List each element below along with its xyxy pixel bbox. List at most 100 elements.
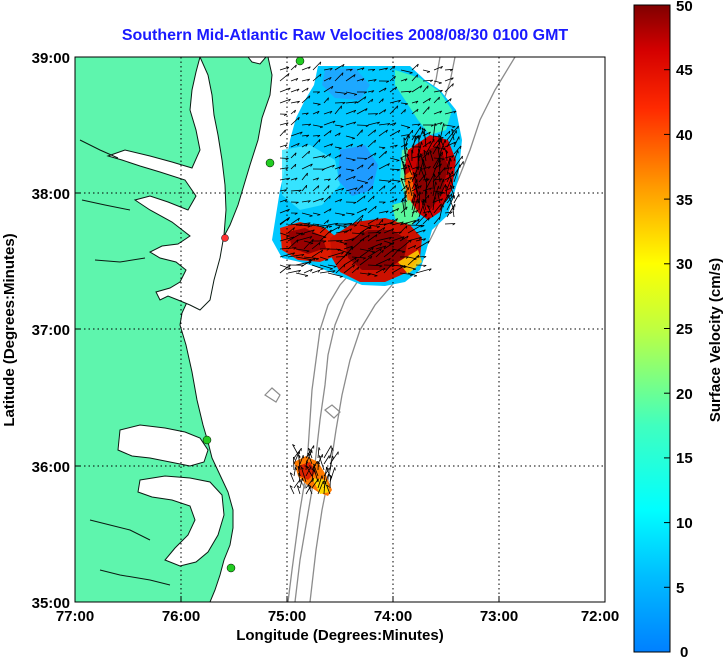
current-vector <box>327 226 341 234</box>
current-vector-head <box>404 78 408 82</box>
current-vector-head <box>417 218 420 222</box>
current-vector <box>453 145 462 155</box>
current-vector <box>287 227 295 234</box>
current-vector <box>301 222 311 225</box>
current-vector-head <box>326 484 329 488</box>
current-vector-head <box>310 163 313 167</box>
current-vector-head <box>286 235 290 237</box>
current-vector-head <box>391 221 394 225</box>
current-vector <box>303 240 314 244</box>
current-vector <box>367 162 374 170</box>
current-vector <box>313 466 319 483</box>
current-vector-head <box>319 73 322 77</box>
current-vector-head <box>437 192 440 195</box>
current-vector <box>295 248 310 252</box>
current-vector-head <box>306 87 309 91</box>
current-vector <box>411 63 419 71</box>
current-vector-head <box>416 198 419 202</box>
current-vector-head <box>378 232 382 235</box>
current-vector-head <box>288 264 291 268</box>
current-vector <box>417 153 420 169</box>
current-vector <box>301 143 308 148</box>
current-vector-head <box>310 242 314 245</box>
current-vector-head <box>323 240 327 243</box>
current-vector-head <box>309 215 313 217</box>
current-vector-head <box>417 254 420 259</box>
current-vector <box>312 223 320 226</box>
current-vector-head <box>317 91 320 94</box>
current-vector-head <box>296 88 300 92</box>
current-vector-head <box>298 454 301 458</box>
current-vector-head <box>301 254 305 257</box>
current-vector-head <box>330 143 334 147</box>
current-vector-head <box>430 124 434 127</box>
current-vector-head <box>307 78 310 82</box>
current-vector <box>323 455 330 465</box>
current-vector-head <box>350 169 355 172</box>
current-vector-head <box>428 131 431 135</box>
current-vector <box>367 129 376 137</box>
current-vector-head <box>328 225 332 228</box>
current-vector-head <box>394 185 397 189</box>
current-vector-head <box>429 150 433 153</box>
current-vector-head <box>289 485 293 488</box>
current-vector <box>345 109 356 115</box>
current-vector <box>375 236 392 242</box>
current-vector-head <box>294 163 297 168</box>
current-vector <box>359 272 371 275</box>
current-vector <box>293 450 300 465</box>
current-vector <box>391 221 404 226</box>
current-vector-head <box>308 66 311 70</box>
current-vector <box>432 196 436 211</box>
current-vector <box>422 69 430 73</box>
current-vector <box>312 102 321 105</box>
current-vector <box>326 484 331 495</box>
current-vector-head <box>284 144 288 148</box>
current-vector-head <box>420 85 423 89</box>
current-vector <box>356 96 367 104</box>
current-vector <box>323 120 336 126</box>
current-vector-head <box>287 177 291 181</box>
current-vector-head <box>412 268 417 271</box>
current-vector-head <box>375 113 379 116</box>
current-vector <box>312 212 321 215</box>
current-vector-head <box>306 134 310 138</box>
current-vector <box>329 467 336 483</box>
current-vector <box>356 124 369 126</box>
current-vector <box>400 124 411 128</box>
current-vector <box>400 78 408 82</box>
current-vector-head <box>317 103 321 106</box>
current-vector <box>367 234 378 242</box>
current-vector <box>334 91 347 94</box>
current-vector <box>433 110 442 115</box>
current-vector <box>418 174 426 183</box>
current-vector-head <box>424 199 426 203</box>
current-vector <box>411 85 423 93</box>
current-vector <box>356 184 363 192</box>
current-vector <box>334 124 344 127</box>
current-vector-head <box>372 69 376 72</box>
current-vector-head <box>441 158 445 161</box>
current-vector-head <box>409 72 413 74</box>
station-marker-alert <box>221 234 229 242</box>
current-vector-head <box>297 143 300 146</box>
current-vector <box>287 232 303 242</box>
current-vector-head <box>451 77 454 81</box>
current-vector <box>323 445 332 459</box>
current-vector-head <box>374 139 376 143</box>
current-vector-head <box>328 185 330 189</box>
current-vector-head <box>405 195 407 199</box>
current-vector <box>319 224 332 227</box>
current-vector-head <box>438 185 440 189</box>
current-vector <box>290 189 302 192</box>
rivers <box>79 139 171 586</box>
current-vector-head <box>428 98 431 101</box>
current-vector-head <box>407 186 409 190</box>
current-vector <box>359 255 373 266</box>
cb-tick-label: 40 <box>676 127 693 144</box>
current-vector-head <box>317 135 321 138</box>
current-vector <box>421 158 427 176</box>
current-vector-head <box>342 64 345 68</box>
current-vector <box>389 144 398 148</box>
current-vector <box>334 198 342 203</box>
